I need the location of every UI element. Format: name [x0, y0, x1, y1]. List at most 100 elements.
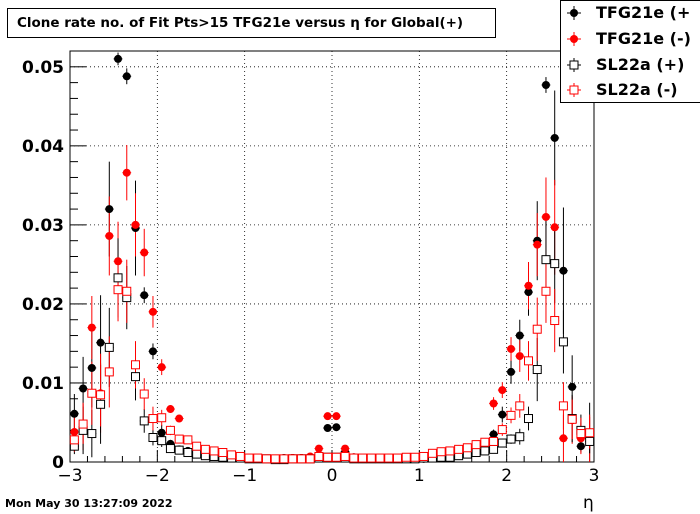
- data-point: [96, 338, 105, 347]
- open-square-marker-icon: [567, 58, 581, 72]
- data-point: [235, 451, 245, 461]
- open-square-marker-icon: [567, 83, 581, 97]
- data-point: [332, 412, 341, 421]
- data-point: [96, 399, 106, 409]
- data-point: [507, 367, 516, 376]
- data-point: [558, 337, 568, 347]
- data-point: [576, 442, 585, 451]
- x-tick-label: 0: [327, 466, 338, 486]
- data-point: [78, 419, 88, 429]
- timestamp: Mon May 30 13:27:09 2022: [5, 497, 173, 510]
- data-point: [585, 428, 595, 438]
- legend: TFG21e (+ TFG21e (-) SL22a (+) SL22a (-): [560, 0, 700, 103]
- data-point: [366, 453, 376, 463]
- data-point: [341, 444, 350, 453]
- data-point: [323, 452, 333, 462]
- data-point: [375, 453, 385, 463]
- data-point: [114, 54, 123, 63]
- legend-label: SL22a (-): [596, 80, 678, 99]
- data-point: [533, 240, 542, 249]
- x-tick-label: 3: [589, 466, 600, 486]
- data-point: [568, 382, 577, 391]
- data-point: [506, 434, 516, 444]
- data-point: [550, 259, 560, 269]
- data-point: [532, 365, 542, 375]
- data-point: [131, 220, 140, 229]
- legend-label: TFG21e (-): [596, 29, 691, 48]
- data-point: [515, 432, 525, 442]
- data-point: [157, 413, 167, 423]
- data-point: [480, 446, 490, 456]
- legend-entry-tfg21e-plus: TFG21e (+: [561, 1, 700, 25]
- data-point: [139, 416, 149, 426]
- data-point: [131, 372, 140, 382]
- data-point: [174, 434, 184, 444]
- data-point: [148, 347, 157, 356]
- data-point: [497, 438, 507, 448]
- data-point: [506, 410, 516, 420]
- data-point: [105, 231, 114, 240]
- data-point: [148, 432, 158, 442]
- data-point: [445, 446, 455, 456]
- x-tick-label: 2: [501, 466, 512, 486]
- x-tick-label: −3: [57, 466, 82, 486]
- data-point: [498, 410, 507, 419]
- chart-title: Clone rate no. of Fit Pts>15 TFG21e vers…: [7, 8, 496, 38]
- data-point: [524, 288, 533, 297]
- data-point: [122, 286, 132, 296]
- data-point: [183, 435, 193, 445]
- data-point: [393, 453, 402, 463]
- data-point: [69, 435, 79, 445]
- data-point: [489, 399, 498, 408]
- data-point: [489, 430, 498, 439]
- data-point: [113, 285, 123, 295]
- data-point: [471, 440, 481, 450]
- data-point: [541, 212, 550, 221]
- data-point: [296, 454, 306, 464]
- data-point: [323, 424, 332, 433]
- data-point: [524, 414, 533, 424]
- data-point: [559, 266, 568, 275]
- data-point: [140, 248, 149, 257]
- y-tick-label: 0.05: [22, 58, 64, 78]
- data-point: [567, 414, 577, 424]
- data-point: [524, 356, 533, 366]
- data-point: [262, 454, 271, 464]
- data-point: [122, 168, 131, 177]
- legend-entry-sl22a-minus: SL22a (-): [561, 78, 700, 102]
- data-point: [541, 255, 551, 265]
- data-point: [192, 441, 202, 451]
- data-point: [515, 352, 524, 361]
- data-point: [183, 448, 193, 458]
- data-point: [480, 437, 490, 447]
- data-point: [288, 454, 298, 464]
- legend-label: SL22a (+): [596, 55, 685, 74]
- data-point: [550, 133, 559, 142]
- data-point: [340, 451, 350, 461]
- data-point: [585, 436, 595, 446]
- data-point: [113, 273, 123, 283]
- y-tick-label: 0.02: [22, 295, 64, 315]
- data-point: [471, 448, 481, 458]
- data-point: [148, 307, 157, 316]
- data-point: [559, 434, 568, 443]
- data-point: [105, 205, 114, 214]
- legend-label: TFG21e (+: [596, 3, 691, 22]
- data-point: [253, 453, 263, 463]
- x-tick-label: 1: [414, 466, 425, 486]
- y-tick-label: 0: [52, 453, 64, 473]
- data-point: [279, 454, 289, 464]
- data-point: [70, 427, 79, 436]
- data-point: [419, 451, 429, 461]
- data-point: [175, 414, 184, 423]
- data-point: [157, 363, 166, 372]
- data-point: [174, 445, 184, 455]
- data-point: [305, 454, 315, 464]
- data-point: [541, 286, 551, 296]
- data-point: [166, 405, 175, 414]
- data-point: [104, 342, 114, 352]
- data-point: [349, 453, 359, 463]
- data-point: [165, 425, 175, 435]
- data-point: [358, 453, 368, 463]
